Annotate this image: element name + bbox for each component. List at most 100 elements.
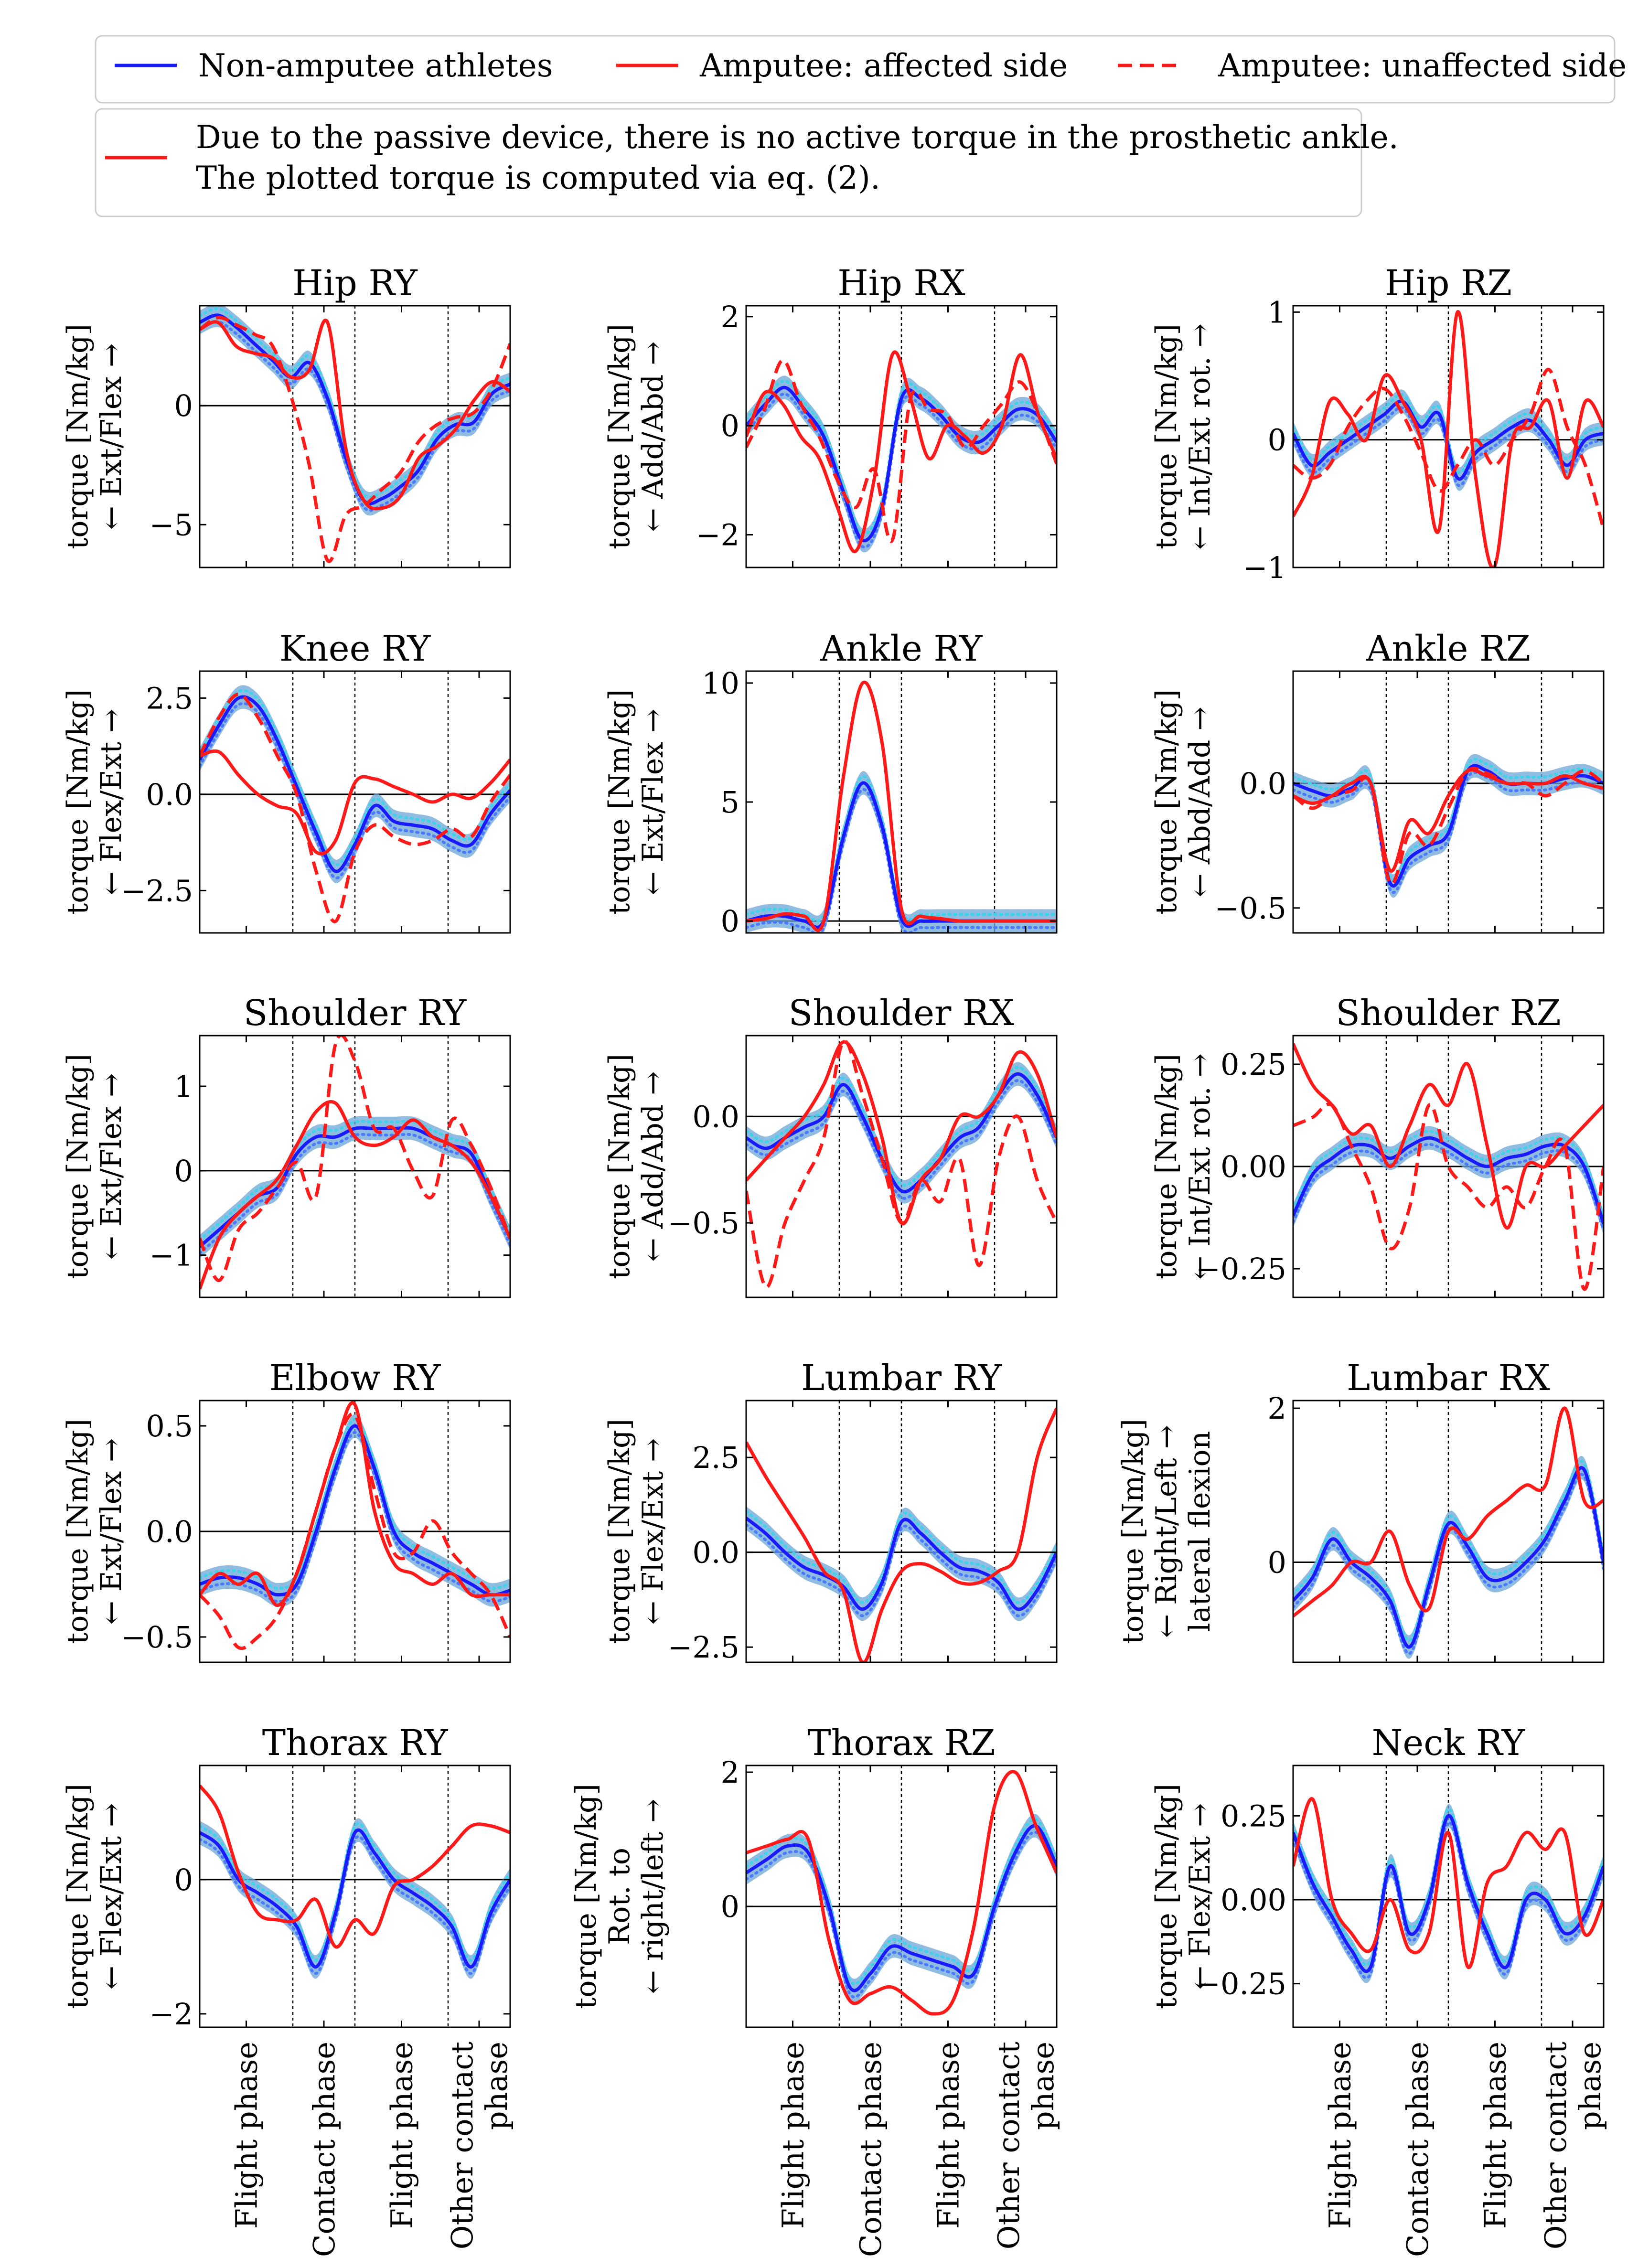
non-amputee-band: [200, 1414, 510, 1607]
panel-title: Shoulder RY: [244, 993, 467, 1034]
y-tick-label: 0.5: [146, 1409, 193, 1444]
y-tick-label: −2: [696, 518, 739, 553]
y-axis-label: ← Ext/Flex →: [95, 1438, 128, 1625]
y-axis-label: ← Add/Abd →: [636, 1071, 670, 1262]
note-line-2: The plotted torque is computed via eq. (…: [196, 160, 880, 196]
y-tick-label: 0.25: [1221, 1798, 1286, 1833]
axes-frame: [1292, 305, 1605, 568]
y-tick-label: 0: [174, 388, 193, 423]
legend-label-unaffected: Amputee: unaffected side: [1218, 47, 1627, 84]
non-amputee-mean-line: [200, 695, 510, 873]
y-tick-label: 0: [1268, 423, 1286, 458]
panel-neck-ry: 0.25 0.00 −0.25 Neck RY torque [Nm/kg] ← Flex…: [1150, 1722, 1607, 2257]
y-axis-label: torque [Nm/kg]: [61, 324, 95, 549]
y-tick-label: 10: [702, 666, 739, 701]
y-axis-label: ← Add/Abd →: [636, 341, 670, 532]
y-tick-label: 1: [1268, 295, 1286, 330]
non-amputee-dotted-upper: [1293, 1130, 1604, 1219]
non-amputee-dotted-lower: [746, 788, 1057, 933]
y-axis-label: torque [Nm/kg]: [1150, 324, 1183, 549]
non-amputee-dotted-upper: [746, 775, 1057, 922]
panel-title: Knee RY: [279, 628, 431, 669]
y-tick-label: 2.5: [146, 681, 193, 716]
amputee-unaffected-line: [1293, 1102, 1604, 1291]
non-amputee-dotted-lower: [746, 1830, 1057, 1999]
phase-label: Flight phase: [385, 2042, 419, 2229]
y-axis-label: torque [Nm/kg]: [61, 1054, 95, 1279]
y-tick-label: −0.5: [121, 1620, 193, 1655]
amputee-unaffected-line: [200, 1412, 510, 1650]
plot-area: [746, 1765, 1057, 2027]
plot-area: [746, 671, 1057, 933]
amputee-affected-line: [200, 1785, 510, 1949]
phase-label: phase: [479, 2042, 514, 2130]
phase-label: Flight phase: [931, 2042, 966, 2229]
panel-title: Thorax RY: [262, 1722, 449, 1764]
non-amputee-dotted-lower: [1293, 770, 1604, 894]
non-amputee-dotted-upper: [200, 1822, 510, 1962]
non-amputee-dotted-upper: [746, 1818, 1057, 1986]
y-axis-label: ← Flex/Ext →: [95, 1803, 128, 1990]
axes-frame: [199, 305, 511, 568]
y-tick-label: −0.5: [667, 1206, 739, 1241]
phase-label: phase: [1573, 2042, 1607, 2130]
non-amputee-mean-line: [1293, 1814, 1604, 1973]
panel-hip-rx: 2 0 −2 Hip RX torque [Nm/kg] ← Add/Abd →: [603, 263, 1058, 568]
y-axis-label: ← Right/Left →: [1150, 1425, 1183, 1638]
y-tick-label: 0.00: [1221, 1883, 1286, 1917]
y-tick-label: −5: [150, 507, 193, 542]
y-axis-label: ← Flex/Ext →: [636, 1438, 670, 1625]
non-amputee-dotted-upper: [200, 1418, 510, 1590]
amputee-affected-line: [1293, 1797, 1604, 1969]
plot-area: [746, 306, 1057, 567]
y-tick-label: 2: [1268, 1391, 1286, 1426]
y-tick-label: −2.5: [121, 873, 193, 908]
non-amputee-mean-line: [746, 1824, 1057, 1992]
amputee-unaffected-line: [200, 1036, 510, 1283]
phase-label: Flight phase: [1323, 2042, 1358, 2229]
panel-title: Thorax RZ: [807, 1722, 995, 1764]
y-axis-label: lateral flexion: [1183, 1431, 1217, 1632]
phase-label: phase: [1026, 2042, 1060, 2130]
note-line-1: Due to the passive device, there is no a…: [196, 119, 1399, 156]
panel-title: Ankle RY: [820, 628, 983, 669]
non-amputee-mean-line: [1293, 1136, 1604, 1225]
y-tick-label: 0.0: [692, 1099, 739, 1134]
panel-title: Hip RY: [292, 263, 418, 304]
non-amputee-dotted-lower: [746, 1079, 1057, 1200]
y-tick-label: −1: [1243, 550, 1286, 585]
plot-area: [1293, 306, 1604, 567]
y-tick-label: 0.25: [1221, 1047, 1286, 1082]
axes-frame: [199, 670, 511, 934]
axes-frame: [1292, 1765, 1605, 2028]
non-amputee-mean-line: [200, 1828, 510, 1968]
plot-area: [1293, 671, 1604, 933]
y-tick-label: −2: [150, 1997, 193, 2032]
panel-title: Hip RZ: [1385, 263, 1512, 304]
y-axis-label: ← Int/Ext rot. →: [1183, 323, 1217, 550]
plot-area: [1293, 1765, 1604, 2027]
panel-shoulder-rx: 0.0 −0.5 Shoulder RX torque [Nm/kg] ← Add/Ab…: [603, 993, 1058, 1298]
y-tick-label: 0.0: [692, 1535, 739, 1570]
plot-area: [200, 671, 510, 933]
phase-label: Flight phase: [1478, 2042, 1513, 2229]
y-tick-label: 2.5: [692, 1440, 739, 1475]
y-tick-label: 0: [174, 1154, 193, 1188]
y-axis-label: torque [Nm/kg]: [1150, 1054, 1183, 1279]
amputee-affected-line: [200, 749, 510, 856]
amputee-affected-line: [746, 350, 1057, 554]
y-tick-label: −2.5: [667, 1630, 739, 1665]
amputee-unaffected-line: [1293, 368, 1604, 530]
non-amputee-band: [746, 1814, 1057, 2002]
y-tick-label: 2: [721, 300, 739, 334]
panel-title: Lumbar RX: [1347, 1358, 1550, 1399]
amputee-affected-line: [746, 1407, 1057, 1662]
amputee-affected-line: [1293, 1406, 1604, 1618]
phase-label: Contact phase: [307, 2042, 342, 2257]
non-amputee-dotted-upper: [746, 379, 1057, 535]
axes-frame: [745, 670, 1058, 934]
non-amputee-dotted-lower: [1293, 1143, 1604, 1232]
non-amputee-dotted-lower: [200, 1835, 510, 1975]
y-axis-label: torque [Nm/kg]: [1150, 1784, 1183, 2009]
non-amputee-dotted-lower: [200, 1431, 510, 1603]
